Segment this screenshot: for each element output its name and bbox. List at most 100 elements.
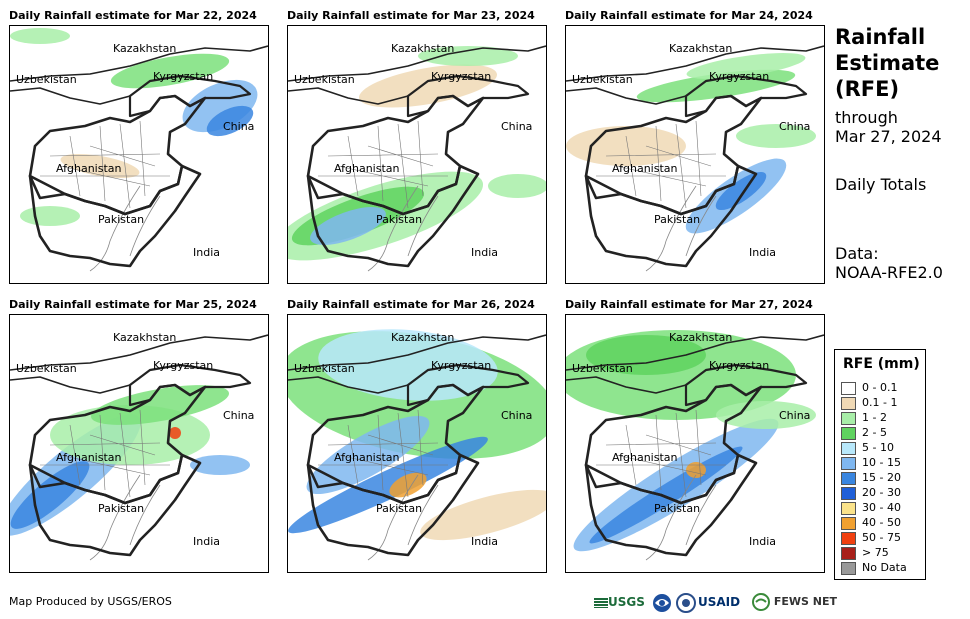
fewsnet-globe-icon: [752, 593, 770, 611]
noaa-logo: [652, 591, 672, 613]
country-label-china: China: [779, 120, 810, 133]
map-title-line-1: Rainfall: [835, 25, 926, 49]
country-label-kyrgyzstan: Kyrgyzstan: [709, 359, 769, 372]
rainfall-map: Kazakhstan Uzbekistan Kyrgyzstan China Afgha…: [9, 25, 269, 284]
legend-label: > 75: [862, 546, 889, 559]
country-label-afghanistan: Afghanistan: [612, 162, 678, 175]
country-label-uzbekistan: Uzbekistan: [16, 73, 77, 86]
country-label-india: India: [749, 535, 776, 548]
country-label-india: India: [471, 246, 498, 259]
rainfall-area: [566, 126, 686, 166]
pakistan-border: [584, 453, 758, 557]
rainfall-area: [20, 206, 80, 226]
rainfall-area: [169, 427, 181, 439]
map-panel: Daily Rainfall estimate for Mar 23, 2024…: [287, 9, 567, 299]
country-label-kyrgyzstan: Kyrgyzstan: [431, 70, 491, 83]
country-label-kazakhstan: Kazakhstan: [113, 42, 176, 55]
country-label-kyrgyzstan: Kyrgyzstan: [709, 70, 769, 83]
map-canvas: Kazakhstan Uzbekistan Kyrgyzstan China Afgha…: [10, 331, 268, 561]
legend-label: 2 - 5: [862, 426, 887, 439]
uzbekistan-border: [288, 87, 409, 105]
kazakhstan-border: [10, 45, 268, 82]
country-label-kyrgyzstan: Kyrgyzstan: [153, 70, 213, 83]
rainfall-area: [318, 329, 498, 401]
panel-title: Daily Rainfall estimate for Mar 23, 2024: [287, 9, 535, 22]
rainfall-area: [10, 28, 70, 44]
legend-label: 40 - 50: [862, 516, 901, 529]
data-source: NOAA-RFE2.0: [835, 263, 943, 282]
map-canvas: Kazakhstan Uzbekistan Kyrgyzstan China Afgha…: [288, 42, 546, 272]
country-label-uzbekistan: Uzbekistan: [294, 73, 355, 86]
rainfall-area: [10, 461, 90, 529]
panel-title: Daily Rainfall estimate for Mar 26, 2024: [287, 298, 535, 311]
legend-label: 30 - 40: [862, 501, 901, 514]
country-label-uzbekistan: Uzbekistan: [572, 73, 633, 86]
country-label-pakistan: Pakistan: [98, 502, 144, 515]
legend-label: 50 - 75: [862, 531, 901, 544]
kazakhstan-border: [10, 334, 268, 371]
country-label-pakistan: Pakistan: [376, 502, 422, 515]
map-panel: Daily Rainfall estimate for Mar 24, 2024…: [565, 9, 845, 299]
rainfall-map: Kazakhstan Uzbekistan Kyrgyzstan China Afgha…: [565, 314, 825, 573]
country-label-india: India: [193, 535, 220, 548]
rivers: [367, 185, 439, 272]
legend-swatch: [841, 502, 856, 515]
legend-label: 0 - 0.1: [862, 381, 898, 394]
country-label-afghanistan: Afghanistan: [56, 451, 122, 464]
map-panel: Daily Rainfall estimate for Mar 27, 2024…: [565, 298, 845, 588]
legend-label: 0.1 - 1: [862, 396, 898, 409]
legend-swatch: [841, 487, 856, 500]
legend-swatch: [841, 427, 856, 440]
rainfall-area: [389, 472, 427, 498]
usgs-logo: USGS: [594, 591, 645, 613]
legend: RFE (mm) 0 - 0.1 0.1 - 1 1 - 2 2 - 5 5 - 10 1…: [834, 349, 926, 580]
country-label-kyrgyzstan: Kyrgyzstan: [431, 359, 491, 372]
country-label-uzbekistan: Uzbekistan: [16, 362, 77, 375]
rivers: [89, 185, 161, 272]
uzbekistan-border: [566, 376, 687, 394]
country-label-kazakhstan: Kazakhstan: [669, 42, 732, 55]
rainfall-area: [206, 105, 254, 137]
pakistan-border: [28, 453, 202, 557]
legend-label: 1 - 2: [862, 411, 887, 424]
map-title-line-2: Estimate: [835, 51, 940, 75]
kazakhstan-border: [288, 334, 546, 371]
map-panel: Daily Rainfall estimate for Mar 25, 2024…: [9, 298, 289, 588]
country-label-uzbekistan: Uzbekistan: [572, 362, 633, 375]
through-date: Mar 27, 2024: [835, 127, 942, 146]
legend-label: 20 - 30: [862, 486, 901, 499]
seal-icon: [676, 592, 696, 613]
map-canvas: Kazakhstan Uzbekistan Kyrgyzstan China Afgha…: [10, 28, 268, 272]
legend-swatch: [841, 517, 856, 530]
legend-swatch: [841, 562, 856, 575]
country-label-kyrgyzstan: Kyrgyzstan: [153, 359, 213, 372]
country-label-india: India: [193, 246, 220, 259]
rainfall-area: [736, 124, 816, 148]
usgs-wave-icon: [594, 597, 608, 608]
country-label-china: China: [779, 409, 810, 422]
country-label-china: China: [223, 409, 254, 422]
legend-swatch: [841, 472, 856, 485]
pakistan-border: [306, 164, 480, 268]
rainfall-area: [110, 53, 230, 89]
country-label-kazakhstan: Kazakhstan: [113, 331, 176, 344]
country-label-kazakhstan: Kazakhstan: [669, 331, 732, 344]
panel-title: Daily Rainfall estimate for Mar 27, 2024: [565, 298, 813, 311]
rainfall-area: [488, 174, 546, 198]
pakistan-border: [28, 164, 202, 268]
province-boundaries: [40, 409, 170, 498]
rainfall-area: [310, 207, 386, 245]
country-label-china: China: [501, 120, 532, 133]
state-seal-logo: [676, 591, 696, 613]
province-boundaries: [596, 409, 726, 498]
province-boundaries: [40, 120, 170, 209]
map-canvas: Kazakhstan Uzbekistan Kyrgyzstan China Afgha…: [566, 42, 824, 272]
rainfall-area: [418, 46, 518, 66]
rainfall-area: [190, 455, 250, 475]
kazakhstan-border: [566, 45, 824, 82]
rainfall-area: [91, 385, 229, 425]
uzbekistan-border: [566, 87, 687, 105]
rainfall-area: [306, 415, 430, 495]
rainfall-area: [686, 53, 806, 79]
rivers: [367, 474, 439, 561]
